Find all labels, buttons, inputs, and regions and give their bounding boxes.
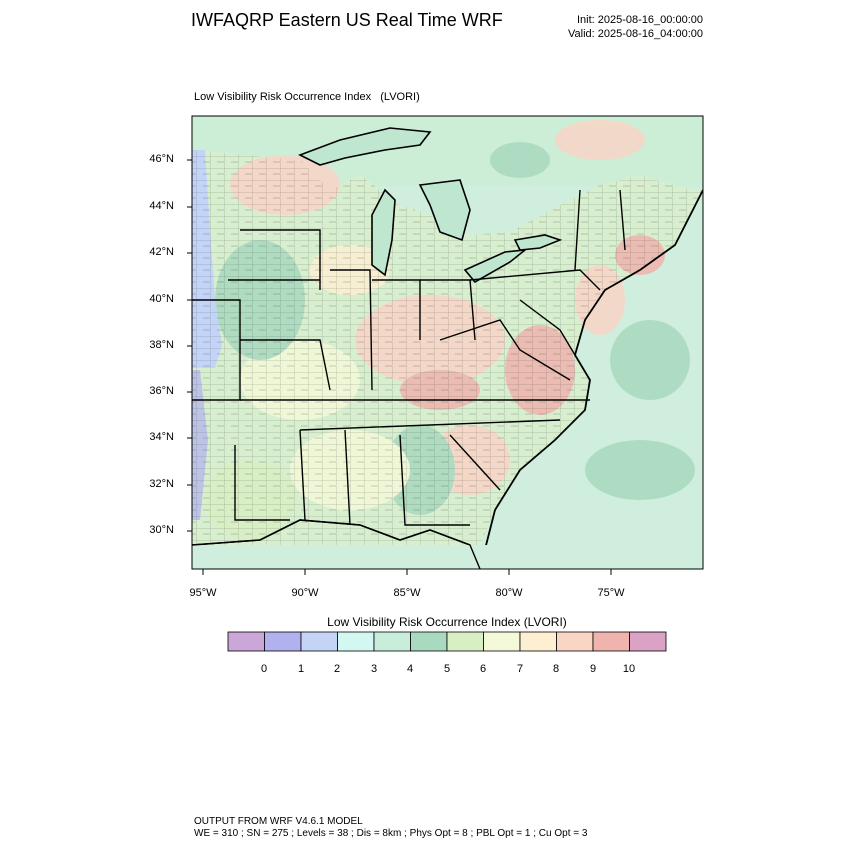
- lake-superior: [298, 127, 432, 166]
- lat-label: 44°N: [149, 200, 174, 212]
- colorbar-label: 1: [297, 663, 305, 675]
- colorbar-label: 0: [260, 663, 268, 675]
- gulf-shore: [192, 519, 481, 569]
- footer-config-line: WE = 310 ; SN = 275 ; Levels = 38 ; Dis …: [194, 828, 588, 839]
- lat-label: 46°N: [149, 153, 174, 165]
- colorbar: [227, 631, 667, 652]
- lake-huron: [418, 179, 471, 242]
- model-footer: OUTPUT FROM WRF V4.6.1 MODEL WE = 310 ; …: [194, 816, 587, 840]
- footer-model-line: OUTPUT FROM WRF V4.6.1 MODEL: [194, 816, 363, 827]
- lat-label: 32°N: [149, 478, 174, 490]
- colorbar-label: 7: [516, 663, 524, 675]
- colorbar-label: 4: [406, 663, 414, 675]
- map-field-title: Low Visibility Risk Occurrence Index (LV…: [194, 91, 420, 103]
- lat-ticks: [187, 159, 192, 532]
- colorbar-label: 10: [622, 663, 636, 675]
- colorbar-swatch: [227, 631, 265, 652]
- colorbar-swatch: [264, 631, 302, 652]
- colorbar-swatch: [483, 631, 521, 652]
- gulf-of-mexico: [192, 545, 703, 569]
- colorbar-label: 2: [333, 663, 341, 675]
- lon-label: 80°W: [495, 587, 523, 599]
- colorbar-label: 3: [370, 663, 378, 675]
- lon-ticks: [202, 569, 612, 575]
- colorbar-swatch: [556, 631, 594, 652]
- lon-label: 90°W: [291, 587, 319, 599]
- colorbar-swatch: [519, 631, 557, 652]
- lon-label: 95°W: [189, 587, 217, 599]
- lat-label: 38°N: [149, 339, 174, 351]
- map-frame: [191, 115, 704, 570]
- colorbar-swatch: [300, 631, 338, 652]
- lat-label: 34°N: [149, 431, 174, 443]
- valid-time: Valid: 2025-08-16_04:00:00: [568, 28, 703, 40]
- colorbar-swatch: [410, 631, 448, 652]
- page-title: IWFAQRP Eastern US Real Time WRF: [191, 10, 503, 30]
- run-times: Init: 2025-08-16_00:00:00 Valid: 2025-08…: [568, 13, 703, 41]
- lon-label: 75°W: [597, 587, 625, 599]
- map-panel: [192, 116, 703, 569]
- colorbar-swatch: [446, 631, 484, 652]
- colorbar-label: 6: [479, 663, 487, 675]
- colorbar-swatch: [373, 631, 411, 652]
- lat-label: 40°N: [149, 293, 174, 305]
- init-time: Init: 2025-08-16_00:00:00: [577, 14, 703, 26]
- colorbar-swatch: [337, 631, 375, 652]
- colorbar-swatch: [592, 631, 630, 652]
- lon-label: 85°W: [393, 587, 421, 599]
- lat-label: 36°N: [149, 385, 174, 397]
- atlantic-coastline: [479, 189, 703, 569]
- lake-ontario: [513, 234, 563, 251]
- lat-label: 42°N: [149, 246, 174, 258]
- colorbar-label: 9: [589, 663, 597, 675]
- lat-label: 30°N: [149, 524, 174, 536]
- colorbar-label: 8: [552, 663, 560, 675]
- state-boundaries: [192, 189, 626, 526]
- colorbar-label: 5: [443, 663, 451, 675]
- colorbar-title: Low Visibility Risk Occurrence Index (LV…: [327, 615, 567, 629]
- colorbar-swatch: [629, 631, 667, 652]
- lake-michigan: [371, 188, 396, 277]
- great-lakes: [298, 127, 563, 284]
